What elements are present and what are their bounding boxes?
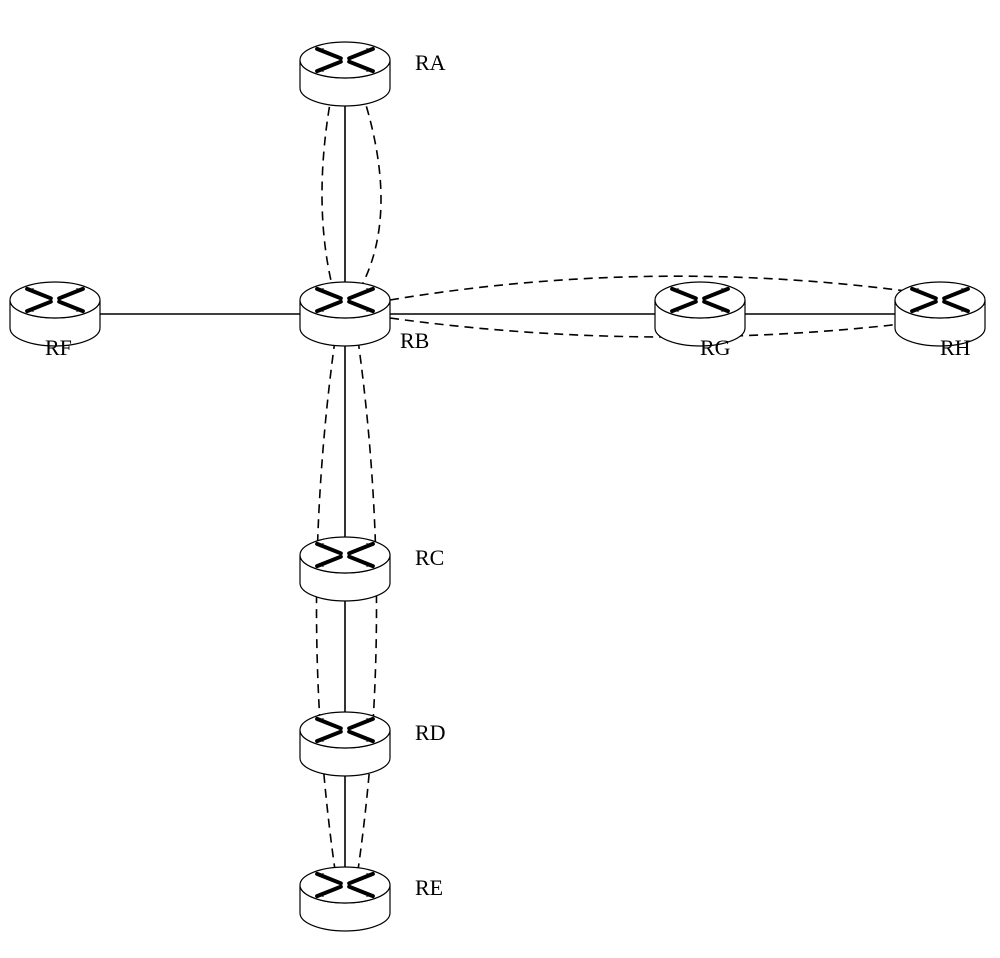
router-RB: [300, 282, 390, 346]
router-RD: [300, 712, 390, 776]
router-RE: [300, 867, 390, 931]
router-label-RF: RF: [45, 335, 72, 360]
router-RC: [300, 537, 390, 601]
router-label-RE: RE: [415, 875, 443, 900]
router-label-RC: RC: [415, 545, 444, 570]
router-label-RA: RA: [415, 50, 446, 75]
router-label-RG: RG: [700, 335, 731, 360]
router-RA: [300, 42, 390, 106]
router-label-RB: RB: [400, 328, 429, 353]
network-diagram: RA RB RF RG RH RC RD RE: [0, 0, 1000, 958]
router-label-RH: RH: [940, 335, 971, 360]
router-label-RD: RD: [415, 720, 446, 745]
